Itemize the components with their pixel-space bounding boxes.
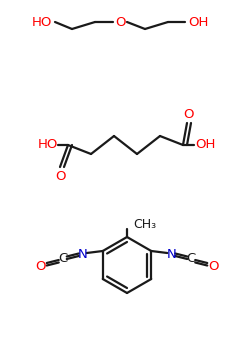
Text: CH₃: CH₃ [133,217,156,231]
Text: O: O [115,15,125,28]
Text: O: O [36,259,46,273]
Text: HO: HO [32,15,52,28]
Text: O: O [208,259,218,273]
Text: OH: OH [188,15,208,28]
Text: O: O [184,107,194,120]
Text: C: C [58,252,68,266]
Text: C: C [186,252,196,266]
Text: OH: OH [195,139,215,152]
Text: HO: HO [38,139,58,152]
Text: N: N [166,248,176,261]
Text: O: O [55,169,65,182]
Text: N: N [78,248,88,261]
